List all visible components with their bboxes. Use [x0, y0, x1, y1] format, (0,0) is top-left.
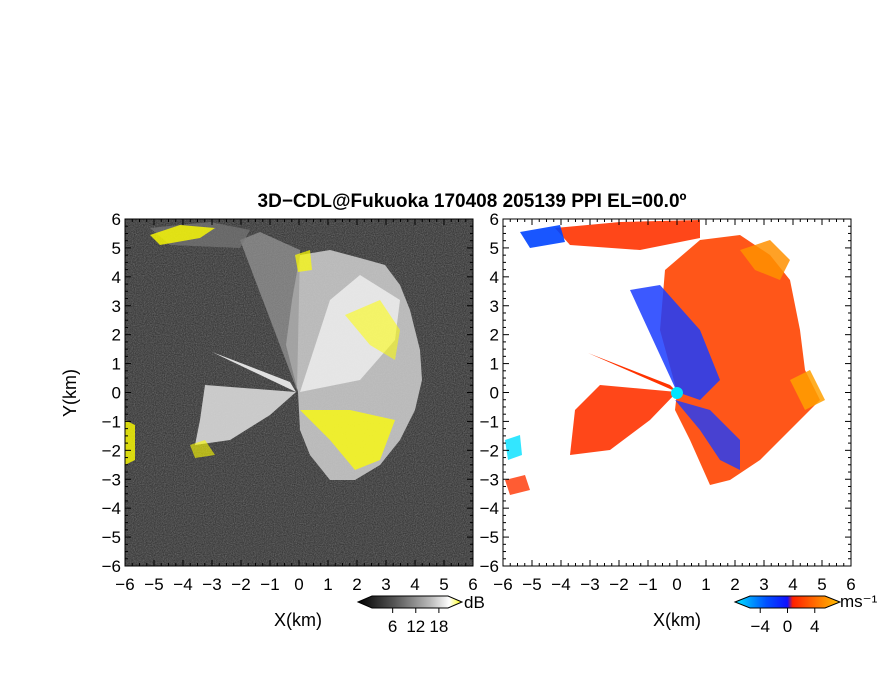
reflectivity-x-tick-label: −1 [260, 575, 279, 594]
velocity-y-tick-label: −5 [480, 528, 499, 547]
velocity-echoes [505, 220, 825, 495]
reflectivity-x-tick-label: 2 [352, 575, 361, 594]
velocity-colorbar-tick-label: 0 [783, 617, 792, 636]
velocity-x-tick-label: −4 [551, 575, 570, 594]
reflectivity-x-tick-label: −2 [231, 575, 250, 594]
reflectivity-x-tick-label: −5 [144, 575, 163, 594]
reflectivity-colorbar-tick-label: 6 [388, 617, 397, 636]
velocity-y-tick-label: 0 [490, 384, 499, 403]
reflectivity-y-tick-label: −3 [102, 470, 121, 489]
velocity-y-tick-label: 1 [490, 355, 499, 374]
reflectivity-y-tick-label: 2 [112, 326, 121, 345]
velocity-y-tick-label: 2 [490, 326, 499, 345]
velocity-ticks [502, 218, 852, 567]
reflectivity-colorbar-tick-label: 12 [406, 617, 425, 636]
reflectivity-y-tick-label: −4 [102, 499, 121, 518]
reflectivity-echoes [125, 222, 422, 480]
velocity-y-tick-label: −6 [480, 557, 499, 576]
velocity-x-tick-label: −6 [493, 575, 512, 594]
reflectivity-colorbar-tick-label: 18 [429, 617, 448, 636]
reflectivity-y-tick-label: −5 [102, 528, 121, 547]
reflectivity-colorbar-ticks: 6 12 18 [388, 608, 448, 636]
velocity-x-tick-labels: −6 −5 −4 −3 −2 −1 0 1 2 3 4 5 6 [493, 575, 855, 594]
reflectivity-x-tick-label: 0 [294, 575, 303, 594]
reflectivity-x-tick-label: −3 [202, 575, 221, 594]
velocity-y-tick-label: −4 [480, 499, 499, 518]
reflectivity-x-tick-labels: −6 −5 −4 −3 −2 −1 0 1 2 3 4 5 6 [115, 575, 477, 594]
reflectivity-y-tick-label: 1 [112, 355, 121, 374]
velocity-x-tick-label: 2 [730, 575, 739, 594]
reflectivity-y-tick-label: −6 [102, 557, 121, 576]
reflectivity-x-tick-label: 5 [439, 575, 448, 594]
reflectivity-y-axis-label: Y(km) [60, 369, 80, 417]
reflectivity-colorbar-bar [356, 595, 464, 609]
velocity-x-tick-label: 6 [846, 575, 855, 594]
velocity-y-tick-label: 3 [490, 297, 499, 316]
velocity-colorbar-bar [733, 595, 842, 609]
velocity-colorbar: ms⁻¹ −4 0 4 [733, 592, 878, 636]
reflectivity-ticks [124, 218, 474, 567]
velocity-colorbar-ticks: −4 0 4 [751, 608, 820, 636]
reflectivity-y-tick-label: 4 [112, 268, 121, 287]
velocity-colorbar-unit: ms⁻¹ [840, 592, 878, 611]
reflectivity-colorbar-unit: dB [464, 593, 485, 612]
velocity-panel: −6 −5 −4 −3 −2 −1 0 1 2 3 4 5 6 −6−5−4−3−2−10123456 … [480, 210, 856, 630]
velocity-x-tick-label: 4 [788, 575, 797, 594]
reflectivity-x-axis-label: X(km) [274, 610, 322, 630]
velocity-y-tick-labels: −6 −5 −4 −3 −2 −1 0 1 2 3 4 5 6 [480, 210, 499, 576]
reflectivity-y-tick-label: 3 [112, 297, 121, 316]
velocity-x-tick-label: −2 [609, 575, 628, 594]
reflectivity-y-tick-labels: −6 −5 −4 −3 −2 −1 0 1 2 3 4 5 6 [102, 210, 121, 576]
velocity-x-axis-label: X(km) [653, 610, 701, 630]
reflectivity-y-tick-label: 0 [112, 384, 121, 403]
reflectivity-x-tick-label: 6 [468, 575, 477, 594]
chart-title: 3D−CDL@Fukuoka 170408 205139 PPI EL=00.0… [258, 191, 687, 212]
reflectivity-x-tick-label: 4 [410, 575, 419, 594]
velocity-x-tick-label: −3 [580, 575, 599, 594]
velocity-y-tick-label: −1 [480, 412, 499, 431]
reflectivity-x-tick-label: −4 [173, 575, 192, 594]
reflectivity-y-tick-label: 5 [112, 239, 121, 258]
velocity-colorbar-tick-label: 4 [810, 617, 819, 636]
velocity-y-tick-label: 6 [490, 210, 499, 229]
velocity-x-tick-label: 3 [759, 575, 768, 594]
reflectivity-y-tick-label: −1 [102, 412, 121, 431]
reflectivity-x-tick-label: 3 [381, 575, 390, 594]
reflectivity-y-tick-label: 6 [112, 210, 121, 229]
velocity-x-tick-label: 5 [817, 575, 826, 594]
velocity-y-tick-label: −2 [480, 441, 499, 460]
velocity-y-tick-label: 5 [490, 239, 499, 258]
velocity-y-tick-label: 4 [490, 268, 499, 287]
velocity-x-tick-label: 1 [701, 575, 710, 594]
velocity-y-tick-label: −3 [480, 470, 499, 489]
velocity-colorbar-tick-label: −4 [751, 617, 770, 636]
reflectivity-x-tick-label: −6 [115, 575, 134, 594]
velocity-x-tick-label: −1 [638, 575, 657, 594]
reflectivity-x-tick-label: 1 [323, 575, 332, 594]
velocity-x-tick-label: −5 [522, 575, 541, 594]
reflectivity-y-tick-label: −2 [102, 441, 121, 460]
velocity-x-tick-label: 0 [672, 575, 681, 594]
reflectivity-colorbar: dB 6 12 18 [356, 593, 485, 636]
reflectivity-panel: −6 −5 −4 −3 −2 −1 0 1 2 3 4 5 6 −6−5−4−3−2−10123456 … [60, 210, 478, 630]
